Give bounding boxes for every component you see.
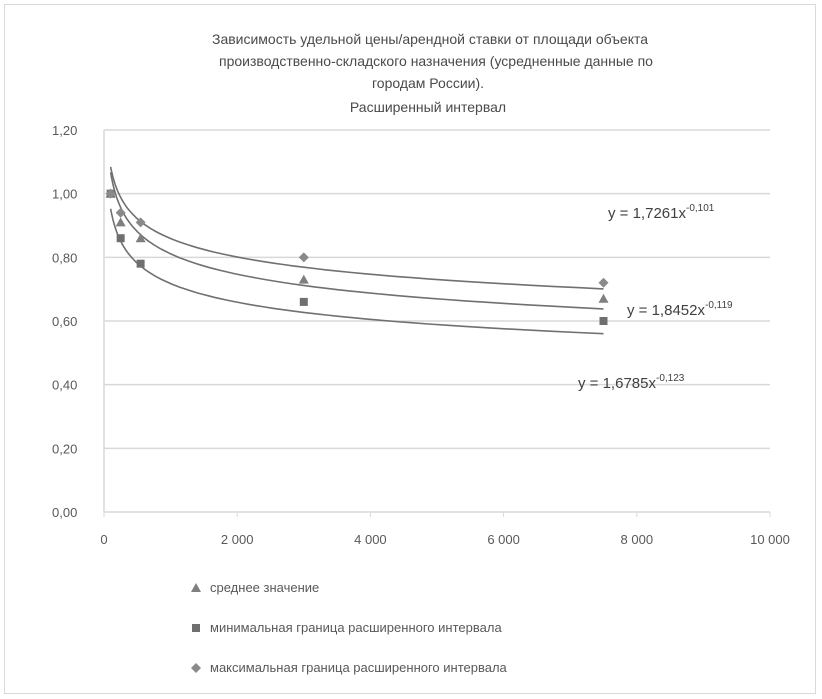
data-point-series-1 (299, 297, 308, 306)
trendline-series-2 (109, 166, 604, 290)
x-tick-label: 10 000 (750, 532, 790, 547)
legend: среднее значение минимальная граница расш… (191, 580, 508, 675)
legend-label-series-0: среднее значение (210, 580, 319, 595)
y-tick-label: 0,20 (52, 441, 77, 456)
gridlines (104, 129, 770, 513)
x-tick-label: 8 000 (621, 532, 654, 547)
y-tick-label: 0,80 (52, 250, 77, 265)
chart-frame (4, 4, 816, 694)
x-tick-label: 2 000 (221, 532, 254, 547)
trendline-equation: y = 1,6785x-0,123 (578, 373, 685, 392)
legend-marker-series-0 (191, 583, 201, 592)
chart-title-line-4: Расширенный интервал (350, 99, 506, 115)
data-point-series-0 (598, 293, 609, 303)
chart-title-line-3: городам России). (372, 75, 484, 91)
trendline-series-1 (109, 208, 604, 335)
data-points (105, 188, 609, 325)
data-point-series-0 (115, 217, 126, 227)
data-point-series-2 (135, 217, 146, 228)
y-tick-label: 0,60 (52, 314, 77, 329)
data-point-series-2 (598, 277, 609, 288)
data-point-series-2 (115, 207, 126, 218)
legend-marker-series-2 (191, 663, 201, 673)
x-tick-label: 4 000 (354, 532, 387, 547)
y-tick-label: 0,40 (52, 378, 77, 393)
trendline-equation: y = 1,7261x-0,101 (608, 203, 715, 222)
x-tick-label: 0 (100, 532, 107, 547)
data-point-series-0 (298, 274, 309, 284)
trendline-series-0 (109, 172, 604, 310)
y-axis: 0,00 0,20 0,40 0,60 0,80 1,00 1,20 (52, 123, 105, 520)
y-tick-label: 1,00 (52, 187, 77, 202)
y-tick-label: 0,00 (52, 505, 77, 520)
data-point-series-0 (135, 233, 146, 243)
trendline-equation: y = 1,8452x-0,119 (627, 300, 733, 319)
legend-label-series-2: максимальная граница расширенного интерв… (210, 660, 508, 675)
chart-title: Зависимость удельной цены/арендной ставк… (212, 31, 653, 115)
data-point-series-2 (298, 252, 309, 263)
chart-title-line-2: производственно-складского назначения (у… (219, 53, 653, 69)
data-point-series-2 (105, 188, 116, 199)
trendline-equations: y = 1,7261x-0,101 y = 1,8452x-0,119 y = 1,… (578, 203, 733, 392)
y-tick-label: 1,20 (52, 123, 77, 138)
x-axis: 0 2 000 4 000 6 000 8 000 10 000 (100, 512, 790, 547)
data-point-series-1 (599, 317, 608, 325)
trendlines (109, 166, 604, 335)
chart-title-line-1: Зависимость удельной цены/арендной ставк… (212, 31, 648, 47)
legend-marker-series-1 (192, 624, 200, 632)
x-tick-label: 6 000 (487, 532, 520, 547)
data-point-series-1 (136, 259, 145, 268)
legend-label-series-1: минимальная граница расширенного интерва… (210, 620, 502, 635)
data-point-series-1 (116, 234, 125, 243)
